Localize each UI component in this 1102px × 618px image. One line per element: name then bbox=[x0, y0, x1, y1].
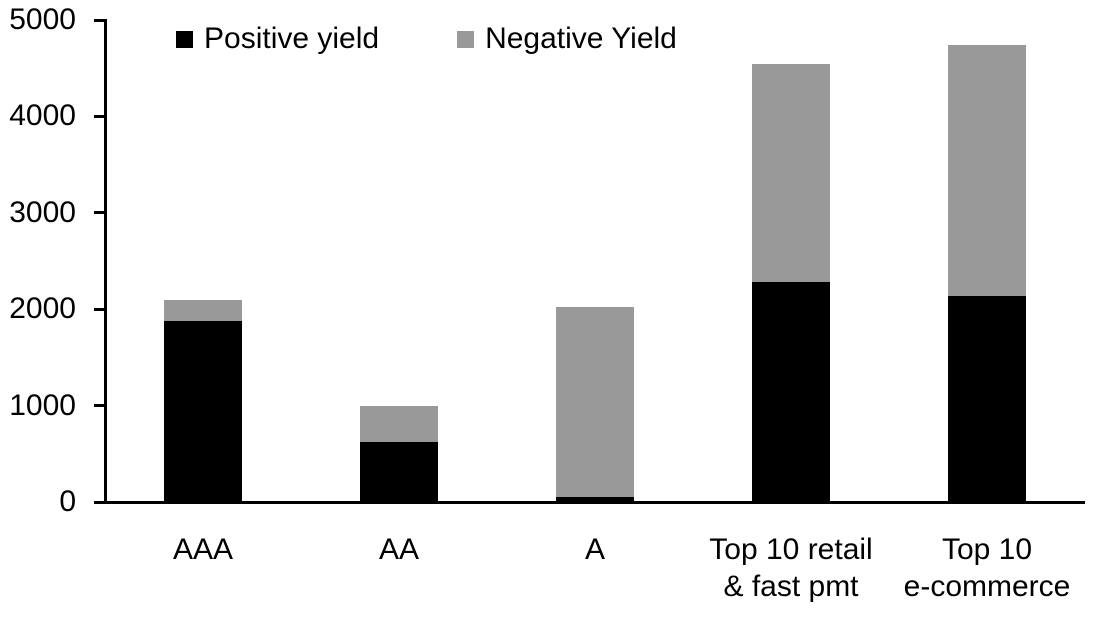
y-axis-tick-label: 1000 bbox=[9, 388, 76, 422]
bar-segment-negative-yield bbox=[948, 45, 1026, 296]
legend-item-positive-yield: Positive yield bbox=[176, 21, 379, 57]
y-axis-tick bbox=[94, 404, 105, 408]
bar-segment-positive-yield bbox=[752, 282, 830, 502]
bar-segment-negative-yield bbox=[360, 405, 438, 443]
bar-segment-positive-yield bbox=[360, 442, 438, 502]
legend-swatch-positive-yield bbox=[176, 30, 193, 48]
chart-legend: Positive yield Negative Yield bbox=[176, 21, 677, 57]
y-axis-tick-label: 5000 bbox=[9, 3, 76, 36]
x-axis-category-label: A bbox=[584, 533, 605, 566]
bar-segment-positive-yield bbox=[948, 295, 1026, 502]
bar-segment-negative-yield bbox=[164, 299, 242, 321]
bar-segment-positive-yield bbox=[164, 320, 242, 502]
y-axis-tick-label: 3000 bbox=[9, 195, 76, 229]
y-axis-tick-label: 4000 bbox=[9, 99, 76, 133]
y-axis-tick-label: 0 bbox=[59, 485, 76, 518]
x-axis-category-label: Top 10 e-commerce bbox=[903, 533, 1071, 603]
y-axis-tick bbox=[94, 18, 105, 22]
x-axis-category-label: AAA bbox=[172, 533, 234, 566]
y-axis-tick-label: 2000 bbox=[9, 292, 76, 326]
y-axis-tick bbox=[94, 500, 105, 504]
y-axis-tick bbox=[94, 211, 105, 215]
legend-swatch-negative-yield bbox=[457, 30, 475, 48]
x-axis-line bbox=[104, 501, 1085, 504]
y-axis-tick bbox=[94, 307, 105, 311]
x-axis-category-label: Top 10 retail & fast pmt bbox=[709, 533, 873, 603]
bar-segment-positive-yield bbox=[556, 497, 634, 502]
legend-label-negative-yield: Negative Yield bbox=[485, 22, 677, 55]
x-axis-category-label: AA bbox=[378, 533, 420, 566]
bar-segment-negative-yield bbox=[752, 64, 830, 283]
y-axis-tick bbox=[94, 114, 105, 118]
legend-item-negative-yield: Negative Yield bbox=[457, 21, 677, 57]
legend-label-positive-yield: Positive yield bbox=[204, 22, 380, 55]
bar-segment-negative-yield bbox=[556, 306, 634, 498]
y-axis-line bbox=[104, 19, 107, 504]
